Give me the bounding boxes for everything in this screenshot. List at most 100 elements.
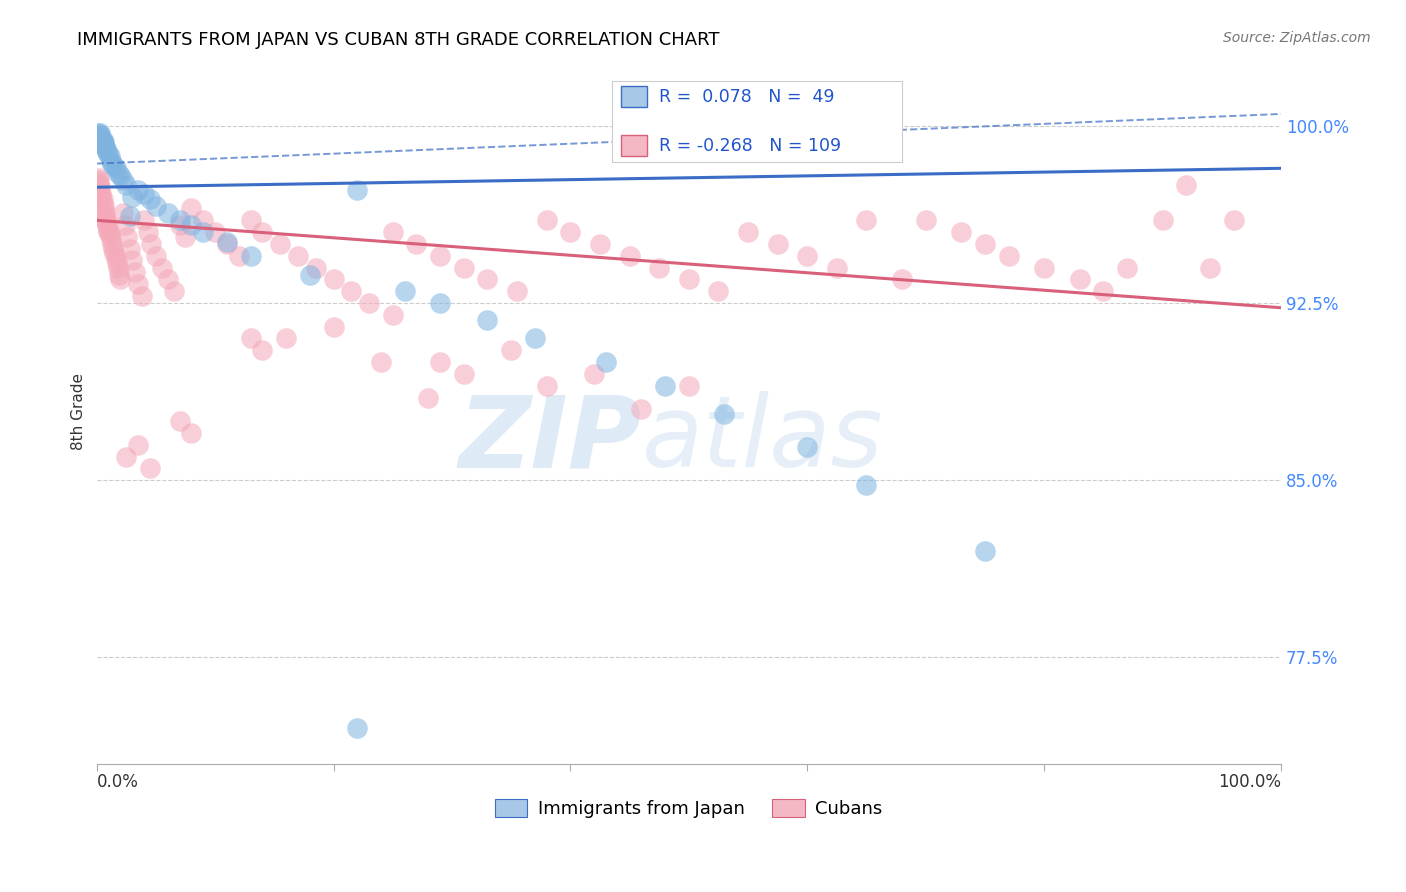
Point: [91, 196, 114, 211]
Point: [405, 236, 427, 251]
Point: [97, 225, 120, 239]
Point: [180, 202, 202, 216]
Point: [193, 225, 215, 239]
Point: [145, 249, 167, 263]
Point: [107, 260, 129, 275]
Point: [453, 260, 475, 275]
Point: [1199, 260, 1222, 275]
Point: [156, 272, 179, 286]
Point: [796, 440, 818, 454]
Point: [215, 235, 238, 249]
Point: [97, 147, 120, 161]
Point: [136, 225, 159, 239]
Point: [477, 312, 499, 326]
Point: [121, 253, 143, 268]
Point: [583, 367, 606, 381]
Point: [678, 272, 700, 286]
Point: [121, 189, 143, 203]
Text: ZIP: ZIP: [458, 392, 641, 489]
Point: [89, 128, 111, 143]
Point: [796, 249, 818, 263]
Text: atlas: atlas: [641, 392, 883, 489]
Point: [104, 251, 127, 265]
Point: [678, 378, 700, 392]
Point: [322, 319, 344, 334]
Point: [239, 213, 262, 227]
Point: [94, 206, 117, 220]
Point: [589, 236, 612, 251]
FancyBboxPatch shape: [612, 81, 903, 161]
Point: [855, 213, 877, 227]
Point: [418, 391, 440, 405]
Point: [855, 478, 877, 492]
Point: [98, 149, 121, 163]
Point: [139, 461, 162, 475]
Point: [239, 249, 262, 263]
Point: [103, 159, 125, 173]
Point: [91, 133, 114, 147]
Point: [87, 178, 110, 192]
Point: [139, 192, 162, 206]
Point: [108, 268, 131, 282]
Point: [94, 216, 117, 230]
Point: [180, 425, 202, 440]
Point: [429, 296, 451, 310]
Point: [346, 722, 368, 736]
Point: [891, 272, 914, 286]
Point: [595, 355, 617, 369]
Point: [131, 289, 153, 303]
Point: [193, 213, 215, 227]
Point: [156, 206, 179, 220]
Point: [103, 242, 125, 256]
Point: [429, 355, 451, 369]
Point: [101, 156, 124, 170]
Point: [287, 249, 309, 263]
Point: [1033, 260, 1056, 275]
Point: [105, 256, 128, 270]
Point: [91, 136, 114, 150]
Point: [101, 236, 124, 251]
Point: [107, 166, 129, 180]
Point: [536, 378, 558, 392]
Point: [381, 308, 404, 322]
Bar: [621, 87, 647, 108]
Point: [94, 211, 117, 225]
Point: [914, 213, 936, 227]
Point: [1116, 260, 1139, 275]
Point: [707, 284, 730, 298]
Point: [93, 199, 115, 213]
Point: [139, 236, 162, 251]
Point: [453, 367, 475, 381]
Point: [215, 236, 238, 251]
Point: [89, 126, 111, 140]
Point: [87, 128, 110, 143]
Point: [630, 402, 652, 417]
Point: [1175, 178, 1198, 192]
Point: [648, 260, 671, 275]
Point: [115, 450, 138, 464]
Point: [93, 137, 115, 152]
Text: Source: ZipAtlas.com: Source: ZipAtlas.com: [1223, 31, 1371, 45]
Point: [90, 133, 112, 147]
Point: [115, 178, 138, 192]
Point: [100, 154, 122, 169]
Point: [973, 236, 995, 251]
Point: [252, 225, 274, 239]
Point: [477, 272, 499, 286]
Point: [96, 145, 118, 159]
Point: [501, 343, 523, 358]
Point: [94, 213, 117, 227]
Point: [132, 187, 155, 202]
Point: [169, 414, 191, 428]
Point: [96, 218, 118, 232]
Point: [169, 213, 191, 227]
Point: [346, 183, 368, 197]
Point: [654, 378, 676, 392]
Point: [357, 296, 380, 310]
Point: [766, 236, 789, 251]
Point: [90, 187, 112, 202]
Point: [150, 260, 173, 275]
Point: [340, 284, 363, 298]
Point: [560, 225, 582, 239]
Point: [100, 232, 122, 246]
